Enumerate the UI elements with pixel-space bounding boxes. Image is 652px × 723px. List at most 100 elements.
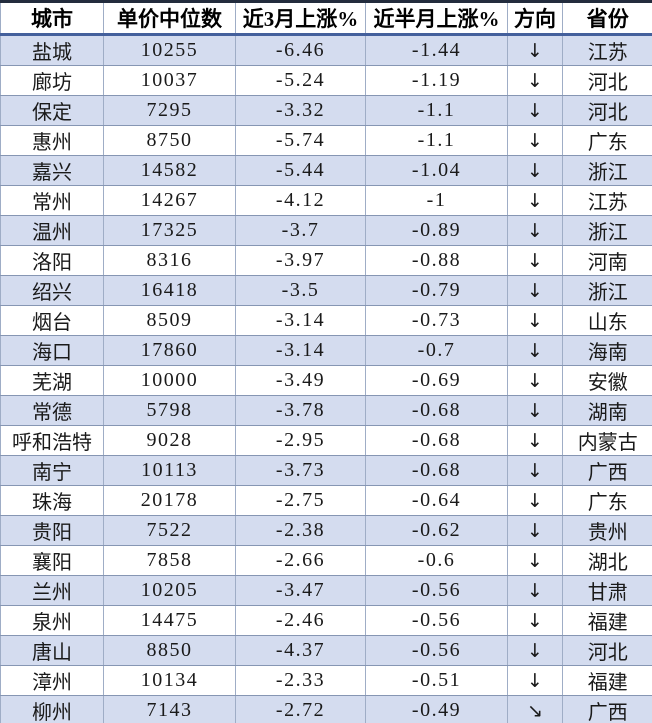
rise-half-month-cell: -0.64 (365, 485, 508, 516)
table-row: 南宁 10113 -3.73 -0.68 ↓ 广西 (0, 455, 652, 486)
city-cell: 芜湖 (0, 365, 104, 396)
rise-3m-cell: -2.75 (235, 485, 366, 516)
city-cell: 贵阳 (0, 515, 104, 546)
table-row: 柳州 7143 -2.72 -0.49 ↘ 广西 (0, 695, 652, 723)
province-cell: 广西 (562, 455, 652, 486)
median-price-cell: 8509 (103, 305, 236, 336)
direction-arrow-icon: ↓ (507, 215, 563, 246)
city-cell: 常州 (0, 185, 104, 216)
median-price-cell: 8850 (103, 635, 236, 666)
city-cell: 温州 (0, 215, 104, 246)
median-price-cell: 7143 (103, 695, 236, 723)
median-price-cell: 7522 (103, 515, 236, 546)
rise-3m-cell: -6.46 (235, 34, 366, 66)
city-cell: 嘉兴 (0, 155, 104, 186)
city-cell: 漳州 (0, 665, 104, 696)
table-row: 保定 7295 -3.32 -1.1 ↓ 河北 (0, 95, 652, 126)
rise-3m-cell: -3.14 (235, 305, 366, 336)
direction-arrow-icon: ↓ (507, 95, 563, 126)
table-row: 洛阳 8316 -3.97 -0.88 ↓ 河南 (0, 245, 652, 276)
rise-3m-cell: -3.7 (235, 215, 366, 246)
direction-arrow-icon: ↓ (507, 335, 563, 366)
table-row: 常州 14267 -4.12 -1 ↓ 江苏 (0, 185, 652, 216)
city-cell: 洛阳 (0, 245, 104, 276)
header-direction: 方向 (507, 1, 563, 36)
table-header: 城市 单价中位数 近3月上涨% 近半月上涨% 方向 省份 (0, 1, 652, 36)
rise-half-month-cell: -0.73 (365, 305, 508, 336)
city-cell: 海口 (0, 335, 104, 366)
rise-3m-cell: -2.33 (235, 665, 366, 696)
rise-3m-cell: -3.49 (235, 365, 366, 396)
median-price-cell: 10255 (103, 34, 236, 66)
rise-3m-cell: -3.32 (235, 95, 366, 126)
city-cell: 唐山 (0, 635, 104, 666)
median-price-cell: 5798 (103, 395, 236, 426)
table-row: 泉州 14475 -2.46 -0.56 ↓ 福建 (0, 605, 652, 636)
rise-3m-cell: -3.73 (235, 455, 366, 486)
rise-half-month-cell: -1 (365, 185, 508, 216)
city-cell: 呼和浩特 (0, 425, 104, 456)
city-cell: 烟台 (0, 305, 104, 336)
rise-3m-cell: -3.47 (235, 575, 366, 606)
direction-arrow-icon: ↓ (507, 185, 563, 216)
table-row: 温州 17325 -3.7 -0.89 ↓ 浙江 (0, 215, 652, 246)
direction-arrow-icon: ↓ (507, 275, 563, 306)
table-row: 呼和浩特 9028 -2.95 -0.68 ↓ 内蒙古 (0, 425, 652, 456)
province-cell: 江苏 (562, 185, 652, 216)
median-price-cell: 16418 (103, 275, 236, 306)
province-cell: 河北 (562, 95, 652, 126)
header-province: 省份 (562, 1, 652, 36)
header-row: 城市 单价中位数 近3月上涨% 近半月上涨% 方向 省份 (0, 1, 652, 36)
rise-half-month-cell: -1.04 (365, 155, 508, 186)
rise-half-month-cell: -0.51 (365, 665, 508, 696)
rise-3m-cell: -2.72 (235, 695, 366, 723)
rise-half-month-cell: -0.49 (365, 695, 508, 723)
rise-3m-cell: -2.66 (235, 545, 366, 576)
rise-3m-cell: -4.12 (235, 185, 366, 216)
city-cell: 南宁 (0, 455, 104, 486)
header-median-price: 单价中位数 (103, 1, 236, 36)
rise-half-month-cell: -0.62 (365, 515, 508, 546)
rise-half-month-cell: -1.44 (365, 34, 508, 66)
direction-arrow-icon: ↓ (507, 65, 563, 96)
rise-half-month-cell: -0.56 (365, 635, 508, 666)
city-cell: 盐城 (0, 34, 104, 66)
median-price-cell: 20178 (103, 485, 236, 516)
median-price-cell: 17325 (103, 215, 236, 246)
province-cell: 广东 (562, 485, 652, 516)
direction-arrow-icon: ↓ (507, 635, 563, 666)
province-cell: 河南 (562, 245, 652, 276)
province-cell: 山东 (562, 305, 652, 336)
median-price-cell: 10113 (103, 455, 236, 486)
city-cell: 绍兴 (0, 275, 104, 306)
direction-arrow-icon: ↓ (507, 515, 563, 546)
table-row: 惠州 8750 -5.74 -1.1 ↓ 广东 (0, 125, 652, 156)
province-cell: 湖北 (562, 545, 652, 576)
median-price-cell: 9028 (103, 425, 236, 456)
table-row: 襄阳 7858 -2.66 -0.6 ↓ 湖北 (0, 545, 652, 576)
rise-half-month-cell: -0.69 (365, 365, 508, 396)
province-cell: 江苏 (562, 34, 652, 66)
city-cell: 珠海 (0, 485, 104, 516)
direction-arrow-icon: ↓ (507, 665, 563, 696)
rise-3m-cell: -5.24 (235, 65, 366, 96)
direction-arrow-icon: ↘ (507, 695, 563, 723)
rise-3m-cell: -2.95 (235, 425, 366, 456)
table-row: 漳州 10134 -2.33 -0.51 ↓ 福建 (0, 665, 652, 696)
rise-half-month-cell: -0.88 (365, 245, 508, 276)
median-price-cell: 7858 (103, 545, 236, 576)
rise-3m-cell: -4.37 (235, 635, 366, 666)
table-row: 兰州 10205 -3.47 -0.56 ↓ 甘肃 (0, 575, 652, 606)
province-cell: 内蒙古 (562, 425, 652, 456)
direction-arrow-icon: ↓ (507, 605, 563, 636)
median-price-cell: 17860 (103, 335, 236, 366)
median-price-cell: 8750 (103, 125, 236, 156)
header-rise-3m: 近3月上涨% (235, 1, 366, 36)
header-city: 城市 (0, 1, 104, 36)
table-row: 贵阳 7522 -2.38 -0.62 ↓ 贵州 (0, 515, 652, 546)
median-price-cell: 7295 (103, 95, 236, 126)
rise-half-month-cell: -1.1 (365, 95, 508, 126)
rise-half-month-cell: -0.79 (365, 275, 508, 306)
direction-arrow-icon: ↓ (507, 365, 563, 396)
direction-arrow-icon: ↓ (507, 305, 563, 336)
